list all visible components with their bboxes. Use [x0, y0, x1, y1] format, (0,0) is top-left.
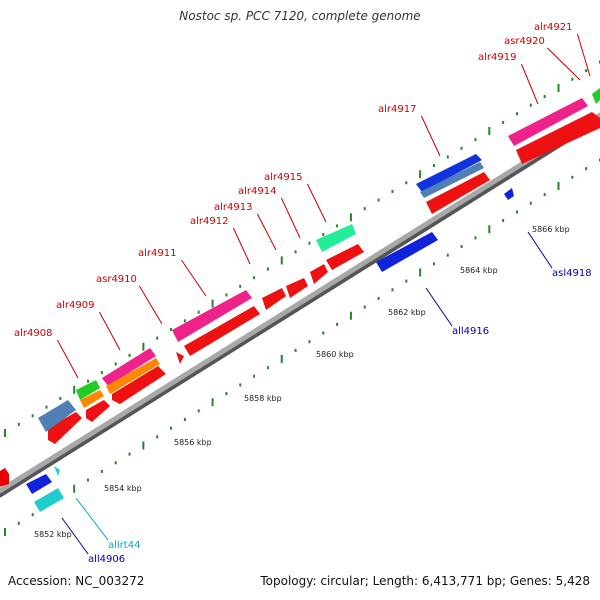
- gene-bar-alr4912[interactable]: [262, 288, 286, 310]
- gene-label-alr4911[interactable]: alr4911: [138, 248, 176, 259]
- gene-label-alr4914[interactable]: alr4914: [238, 186, 276, 197]
- map-title: Nostoc sp. PCC 7120, complete genome: [179, 9, 421, 23]
- gene-label-asr4920[interactable]: asr4920: [504, 36, 545, 47]
- scale-label: 5856 kbp: [174, 438, 212, 447]
- gene-bar-alr4911-small[interactable]: [176, 352, 184, 364]
- scale-labels: 5852 kbp 5856 kbp 5858 kbp 5860 kbp 5862 kbp…: [34, 225, 570, 539]
- gene-bar-steel-4917[interactable]: [420, 162, 484, 198]
- gene-bar-asr4910[interactable]: [112, 366, 166, 404]
- scale-label: 5860 kbp: [316, 350, 354, 359]
- gene-bar-alr4919[interactable]: [516, 112, 600, 164]
- gene-bar-alr4911[interactable]: [184, 306, 260, 356]
- gene-bar-alr4915[interactable]: [326, 244, 364, 270]
- leader-line-asr4910: [138, 285, 163, 325]
- gene-label-alr4912[interactable]: alr4912: [190, 216, 228, 227]
- scale-label: 5864 kbp: [460, 266, 498, 275]
- backbone-line: [0, 112, 600, 494]
- gene-bar-orange-4910[interactable]: [106, 358, 160, 394]
- gene-bar-asl4918[interactable]: [504, 188, 514, 200]
- gene-label-asl4918[interactable]: asl4918: [552, 268, 592, 279]
- scale-label: 5852 kbp: [34, 530, 72, 539]
- gene-bar-green-4908[interactable]: [76, 380, 100, 400]
- gene-bar-alr4909[interactable]: [86, 400, 110, 422]
- leader-line-alr4915: [306, 183, 327, 223]
- scale-label: 5858 kbp: [244, 394, 282, 403]
- leader-line-alr4921: [576, 33, 591, 77]
- gene-bar-all4906[interactable]: [26, 474, 52, 494]
- leader-line-allrt44: [75, 497, 109, 541]
- gene-bar-alr4908[interactable]: [48, 412, 82, 444]
- genome-summary: Topology: circular; Length: 6,413,771 bp…: [260, 574, 590, 588]
- gene-label-alr4908[interactable]: alr4908: [14, 328, 52, 339]
- gene-label-asr4910[interactable]: asr4910: [96, 274, 137, 285]
- leader-line-alr4917: [420, 115, 441, 157]
- gene-bar-blue-4917[interactable]: [416, 154, 482, 192]
- gene-bar-magenta-4911[interactable]: [172, 290, 252, 342]
- gene-bar-alr4914[interactable]: [310, 264, 328, 284]
- gene-bar-alr4917[interactable]: [426, 172, 490, 214]
- backbone-shadow: [0, 114, 600, 498]
- gene-bar-magenta-4919[interactable]: [508, 98, 588, 146]
- leader-line-alr4914: [280, 197, 301, 239]
- leader-line-asl4918: [527, 231, 553, 269]
- leader-line-alr4919: [520, 63, 539, 105]
- gene-bar-green-4921[interactable]: [592, 88, 600, 104]
- accession-text: Accession: NC_003272: [8, 574, 145, 588]
- scale-label: 5854 kbp: [104, 484, 142, 493]
- leader-line-alr4911: [180, 259, 207, 297]
- gene-bar-mint-4915[interactable]: [316, 224, 356, 252]
- genome-backbone: [0, 112, 600, 498]
- gene-label-alr4915[interactable]: alr4915: [264, 172, 302, 183]
- leader-line-alr4912: [232, 227, 251, 265]
- scale-ticks: [4, 60, 600, 536]
- gene-bar-steelblue[interactable]: [38, 400, 76, 432]
- gene-label-allrt44[interactable]: allrt44: [108, 540, 140, 551]
- gene-label-alr4909[interactable]: alr4909: [56, 300, 94, 311]
- gene-bar-forward[interactable]: [0, 468, 9, 488]
- gene-bar-allrt44[interactable]: [54, 466, 60, 476]
- gene-bar-all4916[interactable]: [376, 232, 438, 272]
- gene-label-alr4913[interactable]: alr4913: [214, 202, 252, 213]
- leader-line-alr4909: [98, 311, 121, 351]
- gene-label-all4916[interactable]: all4916: [452, 326, 489, 337]
- gene-bar-magenta-4910[interactable]: [102, 348, 156, 386]
- scale-label: 5862 kbp: [388, 308, 426, 317]
- leader-line-all4916: [425, 287, 453, 327]
- gene-label-alr4917[interactable]: alr4917: [378, 104, 416, 115]
- scale-label: 5866 kbp: [532, 225, 570, 234]
- gene-bar-alr4913[interactable]: [286, 278, 308, 298]
- leader-line-all4906: [61, 517, 89, 555]
- gene-bar-cyan-4906[interactable]: [34, 488, 64, 512]
- gene-label-alr4919[interactable]: alr4919: [478, 52, 516, 63]
- leader-line-alr4913: [256, 213, 277, 251]
- gene-bar-orange-4909[interactable]: [80, 390, 104, 408]
- gene-label-alr4921[interactable]: alr4921: [534, 22, 572, 33]
- gene-label-all4906[interactable]: all4906: [88, 554, 125, 565]
- gene-features[interactable]: [0, 88, 600, 512]
- label-leaders: [56, 33, 591, 555]
- gene-labels: alr4908 alr4909 asr4910 alr4911 alr4912 alr49…: [14, 22, 592, 565]
- leader-line-asr4920: [547, 47, 581, 81]
- leader-line-alr4908: [56, 339, 79, 379]
